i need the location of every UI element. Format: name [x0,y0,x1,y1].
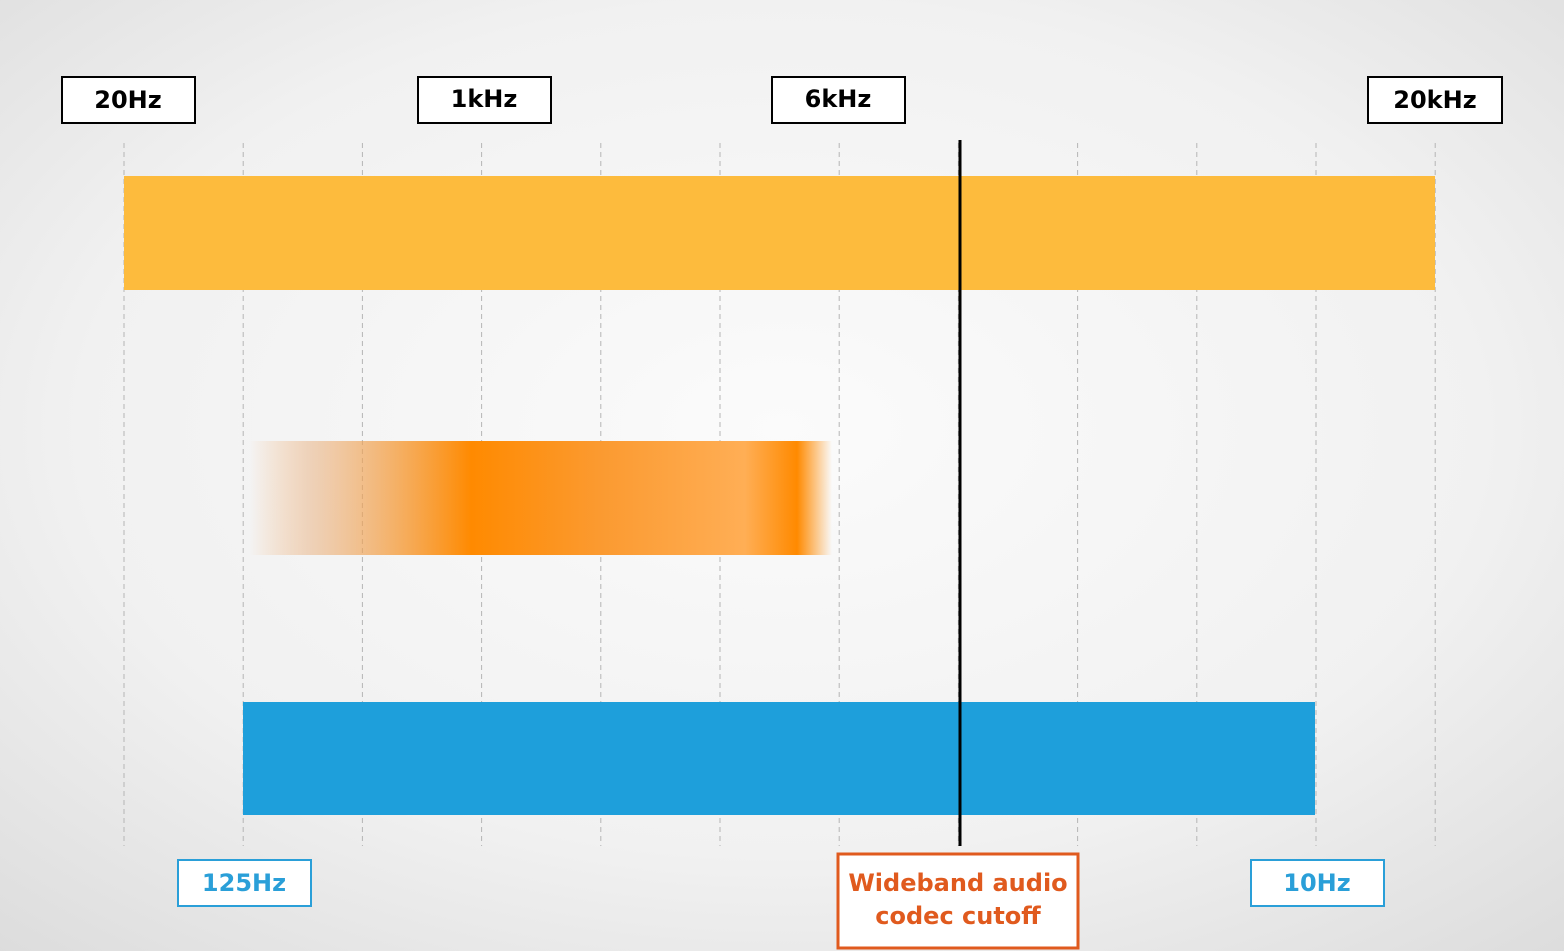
orange-band [250,441,832,555]
bottom-label: 10Hz [1250,859,1385,907]
label-text: 10Hz [1283,869,1350,897]
label-text: 6kHz [805,85,872,113]
top-label: 20kHz [1367,76,1503,124]
bottom-label: 125Hz [177,859,312,907]
top-label: 6kHz [771,76,906,124]
label-box [1367,76,1503,124]
label-box [417,76,552,124]
yellow-band [124,176,1435,290]
label-text: 20kHz [1393,86,1476,114]
label-box [836,852,1080,950]
label-text: 125Hz [202,869,286,897]
label-box [771,76,906,124]
label-box [1250,859,1385,907]
label-text: 1kHz [451,85,518,113]
cutoff-label: Wideband audio codec cutoff [836,852,1080,950]
label-text: 20Hz [94,86,161,114]
top-label: 1kHz [417,76,552,124]
label-text: codec cutoff [875,902,1041,930]
top-label: 20Hz [61,76,196,124]
label-text: Wideband audio [848,869,1067,897]
blue-band [243,702,1315,815]
label-box [61,76,196,124]
label-box [177,859,312,907]
